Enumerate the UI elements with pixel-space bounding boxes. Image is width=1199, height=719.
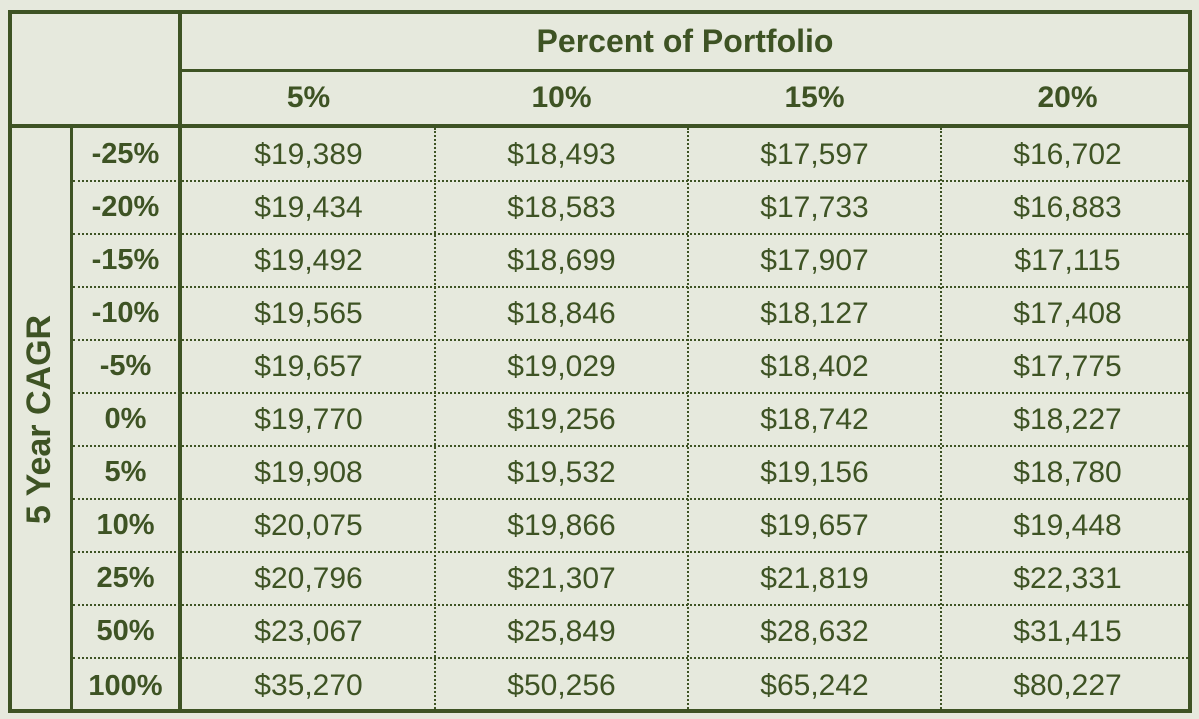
table-cell: $18,127 — [760, 296, 869, 330]
row-header: 50% — [96, 615, 155, 647]
table-cell: $18,402 — [760, 349, 869, 383]
row-header: -10% — [91, 297, 160, 329]
table-cell: $19,532 — [507, 455, 616, 489]
row-divider — [73, 657, 1188, 659]
table-cell: $19,492 — [254, 243, 363, 277]
column-header: 5% — [286, 81, 331, 114]
table-cell: $19,866 — [507, 508, 616, 542]
row-header: 10% — [96, 509, 155, 541]
table-cell: $21,307 — [507, 561, 616, 595]
table-cell: $16,883 — [1013, 190, 1122, 224]
table-cell: $17,733 — [760, 190, 869, 224]
table-cell: $19,156 — [760, 455, 869, 489]
table-cell: $21,819 — [760, 561, 869, 595]
row-group-title-text: 5 Year CAGR — [20, 314, 59, 525]
row-divider — [73, 604, 1188, 606]
table-border-top — [8, 10, 1192, 14]
row-divider — [73, 392, 1188, 394]
column-divider — [434, 128, 436, 709]
table-cell: $35,270 — [254, 669, 363, 702]
table-cell: $31,415 — [1013, 614, 1122, 648]
table-cell: $18,493 — [507, 137, 616, 171]
table-cell: $16,702 — [1013, 137, 1122, 171]
table-cell: $20,796 — [254, 561, 363, 595]
row-header: -25% — [91, 138, 160, 170]
table-cell: $17,775 — [1013, 349, 1122, 383]
table-cell: $19,029 — [507, 349, 616, 383]
row-divider — [73, 233, 1188, 235]
column-divider — [940, 128, 942, 709]
row-group-divider — [70, 124, 73, 713]
column-divider — [687, 128, 689, 709]
table-cell: $50,256 — [507, 669, 616, 702]
row-divider — [73, 339, 1188, 341]
row-header: 0% — [104, 403, 147, 435]
table-cell: $19,256 — [507, 402, 616, 436]
table-cell: $17,115 — [1014, 243, 1121, 277]
row-header: -20% — [91, 191, 160, 223]
table-cell: $20,075 — [254, 508, 363, 542]
row-header: -5% — [99, 350, 152, 382]
table-cell: $19,448 — [1013, 508, 1122, 542]
table-cell: $25,849 — [507, 614, 616, 648]
table-cell: $19,434 — [254, 190, 363, 224]
table-cell: $17,408 — [1013, 296, 1122, 330]
row-divider — [73, 445, 1188, 447]
table-cell: $18,742 — [760, 402, 869, 436]
row-group-title: 5 Year CAGR — [8, 128, 72, 711]
table-cell: $17,597 — [760, 137, 869, 171]
table-border-right — [1188, 10, 1192, 713]
row-divider — [73, 498, 1188, 500]
table-border-bottom — [8, 709, 1192, 713]
column-header: 15% — [784, 81, 845, 114]
header-divider — [8, 124, 1192, 128]
table-cell: $19,657 — [254, 349, 363, 383]
table-cell: $19,657 — [760, 508, 869, 542]
column-group-divider — [180, 69, 1192, 72]
table-cell: $65,242 — [760, 669, 869, 702]
table-cell: $18,699 — [507, 243, 616, 277]
table-cell: $19,770 — [254, 402, 363, 436]
table-cell: $18,583 — [507, 190, 616, 224]
row-header: 5% — [104, 456, 147, 488]
column-header: 20% — [1037, 81, 1098, 114]
table-cell: $23,067 — [254, 614, 363, 648]
table-cell: $18,780 — [1013, 455, 1122, 489]
table-border-left — [8, 10, 12, 713]
column-group-title: Percent of Portfolio — [536, 23, 834, 59]
table-cell: $17,907 — [760, 243, 869, 277]
row-header: -15% — [91, 244, 160, 276]
column-header: 10% — [531, 81, 592, 114]
table-cell: $19,908 — [254, 455, 363, 489]
table-cell: $18,227 — [1013, 402, 1122, 436]
row-header: 100% — [88, 669, 163, 702]
table-cell: $19,565 — [254, 296, 363, 330]
row-divider — [73, 551, 1188, 553]
table-cell: $22,331 — [1013, 561, 1122, 595]
row-header: 25% — [96, 562, 155, 594]
table-cell: $80,227 — [1013, 669, 1122, 702]
table-cell: $19,389 — [254, 137, 363, 171]
row-header-divider — [178, 10, 182, 713]
table-cell: $18,846 — [507, 296, 616, 330]
row-divider — [73, 180, 1188, 182]
row-divider — [73, 286, 1188, 288]
table-cell: $28,632 — [760, 614, 869, 648]
